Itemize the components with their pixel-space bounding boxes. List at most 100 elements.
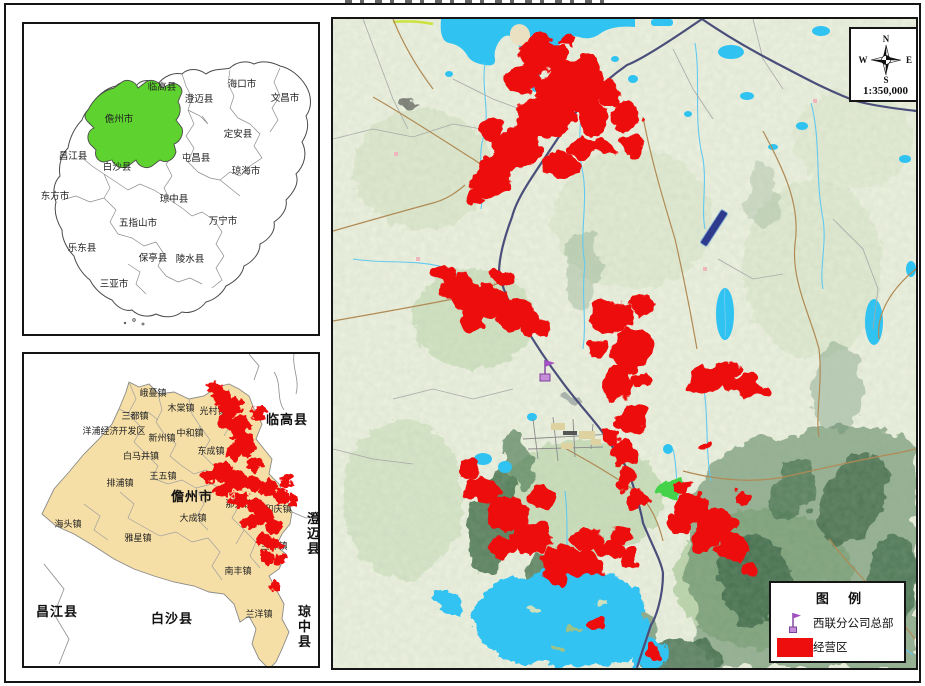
operating-area-patch: [646, 643, 660, 663]
operating-area-patch: [503, 65, 543, 93]
operating-area-patch: [697, 437, 711, 447]
operating-area-patch: [262, 551, 274, 565]
operating-area-patch: [280, 475, 292, 489]
map-label: 木棠镇: [167, 402, 194, 413]
operating-area-patch: [618, 403, 646, 435]
operating-area-patch: [287, 494, 297, 506]
operating-area-patch: [465, 475, 501, 503]
neighbor-boundaries: [43, 354, 318, 665]
map-label: 白马井镇: [123, 450, 159, 461]
operating-area-patch: [458, 460, 480, 478]
operating-area-patch: [541, 151, 577, 179]
operating-area-patch: [614, 478, 632, 492]
operating-area-patch: [512, 522, 552, 554]
operating-area-patch: [716, 533, 748, 561]
operating-area-patch: [256, 507, 272, 525]
operating-area-patch: [591, 614, 605, 632]
map-label: 中和镇: [176, 427, 203, 438]
map-label: 儋州市: [105, 113, 134, 125]
operating-area-patch: [215, 483, 233, 497]
operating-area-patch: [269, 537, 283, 551]
operating-area-patch: [464, 189, 484, 205]
operating-area-patch: [259, 480, 277, 496]
operating-area-patch: [610, 439, 636, 467]
map-label: 新州镇: [148, 432, 175, 443]
operating-area-patch: [543, 566, 571, 584]
compass-scale-box: N E S W 1:350,000: [849, 27, 916, 102]
operating-area-patch: [622, 135, 642, 159]
cropped-title-fragment: [345, 0, 615, 3]
map-label: 琼中县: [160, 193, 189, 205]
operating-area-patch: [272, 488, 288, 504]
operating-area-patch: [633, 369, 653, 389]
map-scale: 1:350,000: [863, 84, 908, 97]
operating-area-patch: [257, 532, 271, 548]
map-label: 雅星镇: [124, 532, 151, 543]
map-label: 排浦镇: [106, 477, 133, 488]
map-label: 和庆镇: [264, 503, 291, 514]
map-label: 定安县: [224, 128, 253, 140]
operating-area-patch: [221, 396, 243, 416]
operating-area-patch: [619, 550, 639, 568]
danzhou-detail-inset: 峨蔓镇 木棠镇 光村镇 临高县 三都镇 洋浦经济开发区 新州镇 中和镇 东成镇 白马井镇 排浦镇 王五…: [22, 352, 320, 668]
map-label: 澄迈县: [185, 93, 214, 105]
map-label: 临高县: [148, 81, 177, 93]
operating-area-patch: [629, 491, 649, 507]
urban-area: [522, 416, 614, 462]
danzhou-highlight-region: [84, 79, 183, 169]
operating-area-patch: [528, 487, 556, 509]
legend-title: 图 例: [815, 591, 870, 606]
county-boundaries: [61, 67, 281, 295]
map-label: 光村镇: [199, 405, 226, 416]
operating-area-patch: [731, 491, 751, 507]
hq-flag-marker: [539, 360, 555, 382]
compass-rose: N E S W: [858, 34, 912, 85]
operating-area-patch: [488, 268, 514, 286]
hq-flag-icon: [789, 613, 801, 633]
operating-area-patch: [458, 308, 488, 330]
operating-area-patch: [242, 475, 262, 493]
operating-area-patch: [609, 525, 633, 545]
secondary-roads: [333, 19, 916, 640]
compass-s: S: [883, 75, 888, 85]
map-label: 峨蔓镇: [139, 387, 166, 398]
map-label: 大成镇: [179, 512, 206, 523]
map-label: 儋州市: [171, 489, 213, 504]
operating-area-patch: [738, 560, 756, 574]
operating-area-patch: [524, 318, 550, 336]
map-label: 昌江县: [59, 151, 88, 162]
dark-reservoir: [700, 209, 728, 247]
operating-area-patch: [516, 41, 568, 73]
map-label: 澄迈县: [305, 511, 318, 557]
operating-area-patch: [537, 77, 573, 105]
operating-area-patch: [266, 518, 282, 534]
operating-area-patch: [487, 149, 519, 173]
operating-area-patch: [569, 139, 597, 159]
legend-box: 图 例 西联分公司总部 经营区: [769, 581, 906, 663]
operating-area-patch: [688, 531, 716, 555]
operating-area-patch: [575, 97, 607, 137]
province-overview-inset: 临高县 澄迈县 海口市 文昌市 儋州市 定安县 昌江县 白沙县 屯昌县 琼海市 东方市 琼中县 五指山市…: [22, 22, 320, 336]
operating-area-patch: [529, 32, 549, 46]
operating-area-patch: [432, 264, 454, 282]
operating-area-patch: [611, 99, 639, 131]
operating-area-patch: [614, 327, 650, 371]
map-label: 琼中县: [296, 604, 311, 650]
operating-area-patch: [598, 81, 622, 105]
main-terrain-map: N E S W 1:350,000 图 例: [331, 17, 918, 670]
terrain-map-canvas: [333, 19, 916, 668]
map-label: 万宁市: [209, 215, 238, 227]
map-label: 海头镇: [54, 518, 81, 529]
compass-star: [870, 44, 901, 75]
map-label: 白沙县: [151, 611, 193, 626]
operating-area-patch: [716, 362, 738, 376]
operating-area-patch: [226, 444, 242, 460]
operating-area-patch: [250, 407, 266, 421]
operating-area-patch: [629, 296, 655, 318]
map-label: 洋浦经济开发区: [82, 425, 145, 436]
operating-area-patch: [727, 375, 759, 397]
figure-outer-border: [4, 3, 921, 683]
